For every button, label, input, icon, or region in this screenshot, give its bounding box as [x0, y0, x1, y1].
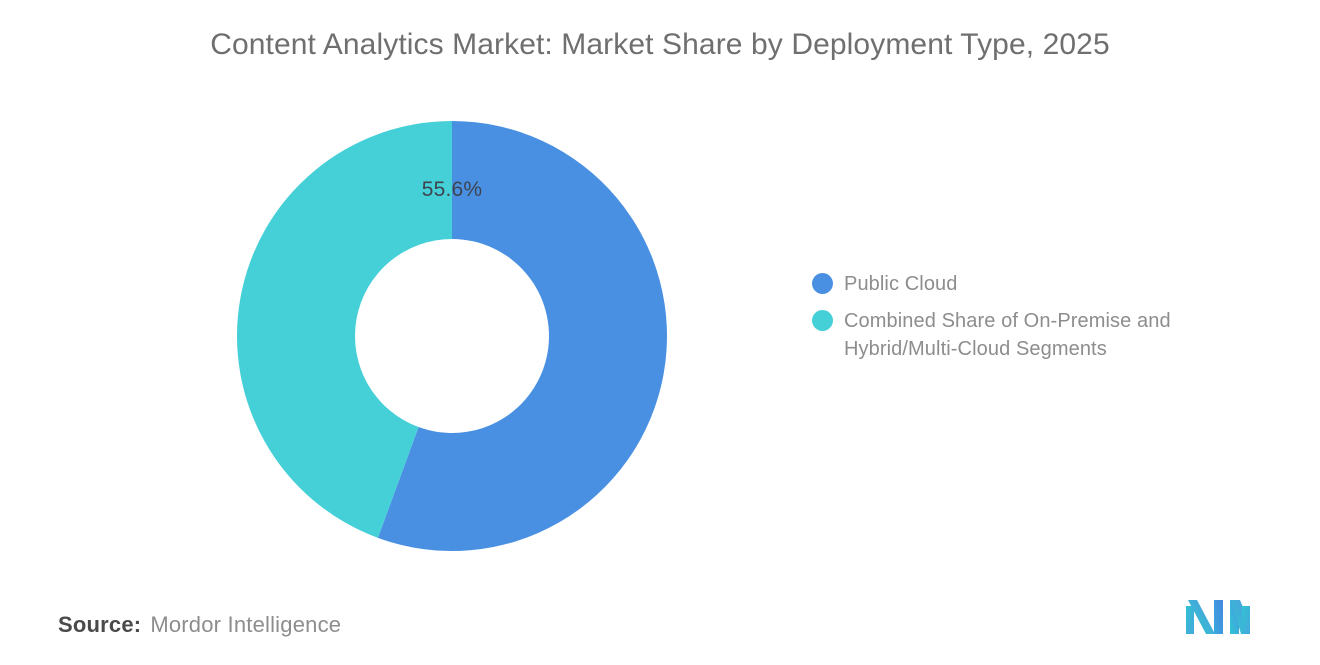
page-title: Content Analytics Market: Market Share b… — [210, 28, 1110, 61]
legend-swatch-icon — [812, 273, 833, 294]
donut-slice[interactable] — [377, 121, 667, 551]
donut-chart: 55.6% — [236, 121, 667, 551]
chart-legend: Public Cloud Combined Share of On-Premis… — [812, 270, 1242, 372]
legend-item-label: Combined Share of On-Premise and Hybrid/… — [844, 310, 1171, 360]
source-attribution: Source: Mordor Intelligence — [58, 612, 341, 638]
source-value: Mordor Intelligence — [150, 612, 342, 637]
donut-slices — [236, 121, 667, 551]
source-label: Source: — [58, 612, 142, 637]
legend-item-combined-share[interactable]: Combined Share of On-Premise and Hybrid/… — [812, 307, 1242, 363]
mordor-intelligence-logo-icon — [1184, 598, 1252, 636]
legend-item-label: Public Cloud — [844, 273, 958, 295]
legend-item-public-cloud[interactable]: Public Cloud — [812, 270, 1242, 298]
legend-swatch-icon — [812, 310, 833, 331]
donut-slice[interactable] — [236, 121, 452, 538]
donut-chart-svg — [236, 121, 667, 551]
